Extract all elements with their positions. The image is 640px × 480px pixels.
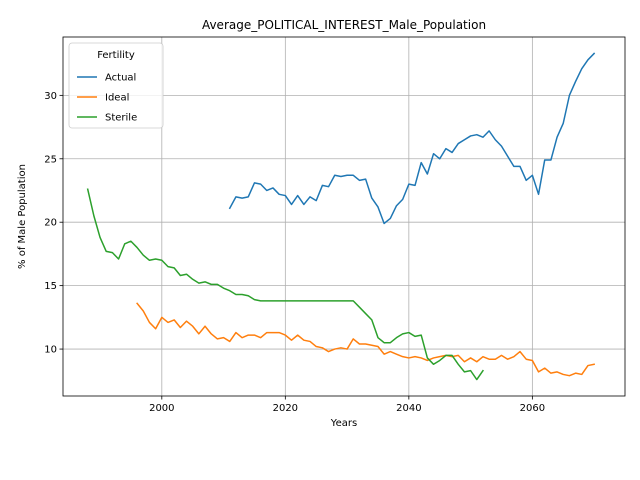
chart-title: Average_POLITICAL_INTEREST_Male_Populati…: [202, 18, 486, 32]
legend-label-actual: Actual: [105, 73, 136, 84]
x-axis-label: Years: [330, 418, 357, 429]
y-tick-label: 20: [44, 218, 57, 229]
legend-label-sterile: Sterile: [105, 113, 137, 124]
y-tick-label: 30: [44, 91, 57, 102]
x-axis: 2000 2020 2040 2060: [149, 396, 545, 414]
legend-title: Fertility: [97, 50, 135, 61]
series-line-actual: [228, 52, 596, 225]
plot-frame: [62, 36, 626, 397]
series-lines: [86, 52, 596, 381]
y-tick-label: 15: [44, 281, 57, 292]
legend: Fertility Actual Ideal Sterile: [68, 42, 164, 129]
legend-box: [68, 42, 164, 129]
y-axis-label: % of Male Population: [17, 164, 28, 269]
y-axis: 10 15 20 25 30: [44, 91, 63, 356]
y-tick-label: 10: [44, 345, 57, 356]
legend-label-ideal: Ideal: [105, 93, 129, 104]
y-tick-label: 25: [44, 154, 57, 165]
x-tick-label: 2000: [149, 403, 174, 414]
series-line-sterile: [86, 188, 485, 381]
x-tick-label: 2020: [273, 403, 298, 414]
series-line-ideal: [136, 302, 596, 377]
x-tick-label: 2040: [396, 403, 421, 414]
x-tick-label: 2060: [520, 403, 545, 414]
